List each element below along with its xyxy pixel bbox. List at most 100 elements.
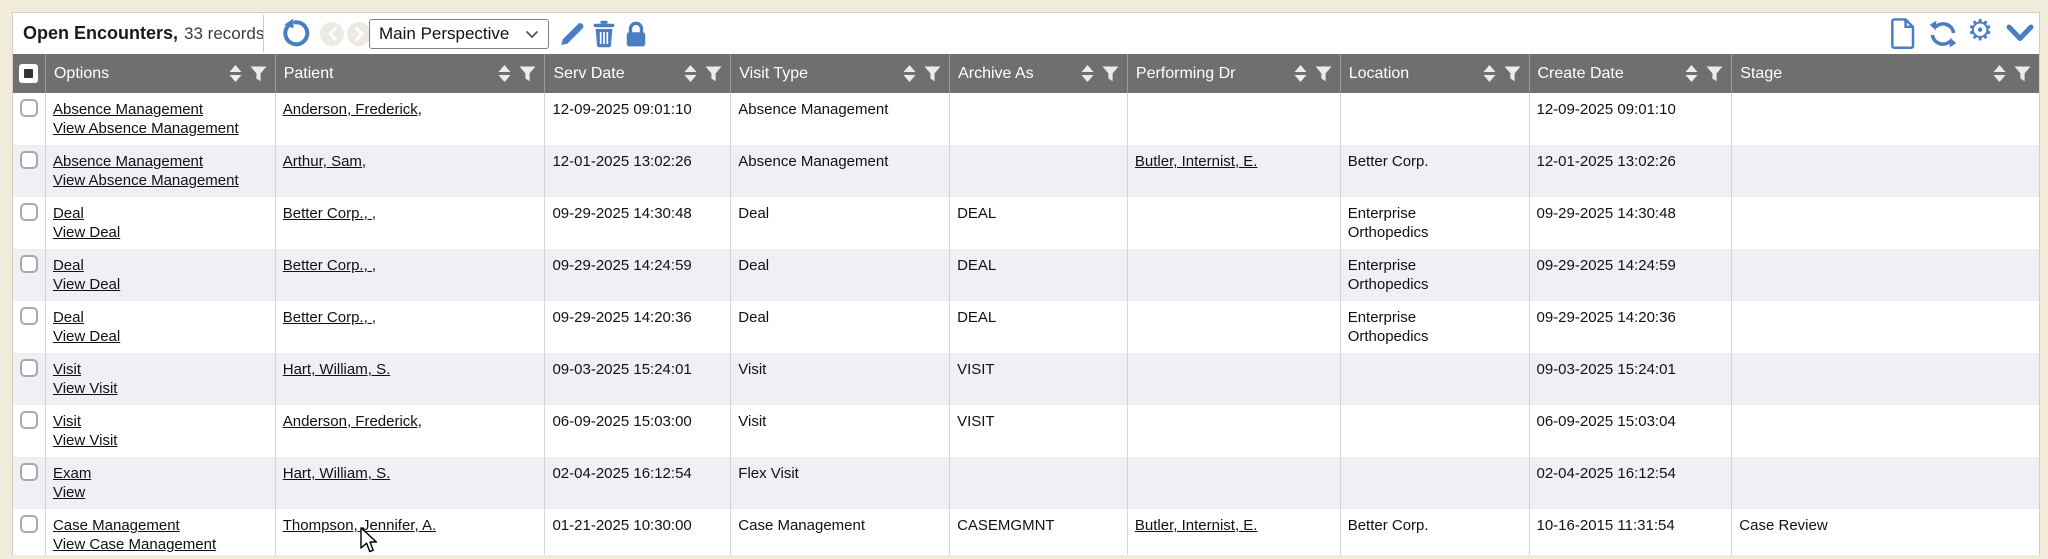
options-link[interactable]: View Deal: [52, 224, 121, 241]
options-link[interactable]: Exam: [52, 465, 92, 482]
performing-dr-link[interactable]: Butler, Internist, E.: [1134, 153, 1258, 170]
options-link[interactable]: View Visit: [52, 432, 118, 449]
patient-link[interactable]: Better Corp., ,: [282, 257, 377, 274]
chevron-down-icon[interactable]: [2005, 23, 2035, 45]
options-link[interactable]: Absence Management: [52, 101, 204, 118]
column-header-create-date[interactable]: Create Date: [1530, 54, 1733, 93]
performing-dr-cell: [1128, 353, 1341, 405]
visit-type-cell: Flex Visit: [731, 457, 951, 509]
filter-icon[interactable]: [924, 66, 941, 82]
undo-icon[interactable]: [279, 18, 311, 50]
stage-cell: Case Review: [1732, 509, 2039, 555]
select-all-checkbox[interactable]: [13, 54, 46, 93]
row-checkbox[interactable]: [19, 515, 38, 533]
row-checkbox[interactable]: [19, 359, 38, 377]
new-document-icon[interactable]: [1891, 18, 1916, 49]
stage-value: Case Review: [1739, 517, 1828, 534]
sort-icon[interactable]: [684, 65, 697, 82]
options-link[interactable]: Deal: [52, 257, 84, 274]
sort-icon[interactable]: [1294, 65, 1307, 82]
serv-date-cell: 12-01-2025 13:02:26: [545, 145, 732, 197]
options-link[interactable]: Case Management: [52, 517, 180, 534]
column-header-location[interactable]: Location: [1341, 54, 1530, 93]
row-checkbox[interactable]: [19, 99, 38, 117]
options-link[interactable]: View Visit: [52, 380, 118, 397]
filter-icon[interactable]: [1706, 66, 1723, 82]
column-header-performing-dr[interactable]: Performing Dr: [1128, 54, 1341, 93]
patient-link[interactable]: Arthur, Sam,: [282, 153, 367, 170]
sort-icon[interactable]: [1993, 65, 2006, 82]
edit-pencil-icon[interactable]: [559, 21, 585, 47]
location-value: Better Corp.: [1347, 517, 1429, 534]
column-header-archive-as[interactable]: Archive As: [950, 54, 1128, 93]
location-value: Enterprise Orthopedics: [1347, 205, 1429, 241]
patient-link[interactable]: Thompson, Jennifer, A.: [282, 517, 437, 534]
patient-link[interactable]: Hart, William, S.: [282, 465, 391, 482]
options-link[interactable]: Deal: [52, 205, 84, 222]
sort-icon[interactable]: [229, 65, 242, 82]
serv-date-value: 06-09-2025 15:03:00: [552, 413, 692, 430]
visit-type-value: Absence Management: [738, 101, 889, 118]
filter-icon[interactable]: [2014, 66, 2031, 82]
filter-icon[interactable]: [1315, 66, 1332, 82]
options-link[interactable]: Visit: [52, 361, 82, 378]
sort-icon[interactable]: [1483, 65, 1496, 82]
options-link[interactable]: View Absence Management: [52, 172, 239, 189]
options-link[interactable]: View Case Management: [52, 536, 217, 553]
column-header-visit-type[interactable]: Visit Type: [731, 54, 951, 93]
page-title-text: Open Encounters,: [23, 23, 179, 43]
filter-icon[interactable]: [1102, 66, 1119, 82]
patient-link[interactable]: Better Corp., ,: [282, 309, 377, 326]
options-link[interactable]: View Deal: [52, 276, 121, 293]
row-checkbox[interactable]: [19, 307, 38, 325]
patient-cell: Arthur, Sam,: [276, 145, 546, 197]
column-header-serv-date[interactable]: Serv Date: [545, 54, 732, 93]
archive-as-cell: [950, 145, 1128, 197]
sort-icon[interactable]: [498, 65, 511, 82]
patient-link[interactable]: Anderson, Frederick,: [282, 413, 422, 430]
location-cell: Better Corp.: [1341, 145, 1530, 197]
lock-icon[interactable]: [624, 20, 648, 48]
options-link[interactable]: Absence Management: [52, 153, 204, 170]
serv-date-cell: 01-21-2025 10:30:00: [545, 509, 732, 555]
options-link[interactable]: Deal: [52, 309, 84, 326]
options-link[interactable]: View Absence Management: [52, 120, 239, 137]
row-checkbox-cell: [13, 197, 46, 249]
page-title: Open Encounters, 33 records: [23, 13, 264, 54]
row-checkbox[interactable]: [19, 203, 38, 221]
patient-link[interactable]: Hart, William, S.: [282, 361, 391, 378]
options-link[interactable]: View: [52, 484, 86, 501]
next-icon[interactable]: [347, 22, 371, 46]
options-cell: Exam View: [46, 457, 276, 509]
refresh-icon[interactable]: [1929, 20, 1957, 48]
prev-icon[interactable]: [320, 22, 344, 46]
row-checkbox[interactable]: [19, 255, 38, 273]
filter-icon[interactable]: [705, 66, 722, 82]
row-checkbox[interactable]: [19, 411, 38, 429]
performing-dr-link[interactable]: Butler, Internist, E.: [1134, 517, 1258, 534]
patient-link[interactable]: Anderson, Frederick,: [282, 101, 422, 118]
column-header-stage[interactable]: Stage: [1732, 54, 2039, 93]
toolbar: Open Encounters, 33 records Main Perspect…: [13, 13, 2039, 54]
gear-icon[interactable]: ⚙: [1967, 15, 1993, 47]
archive-as-cell: VISIT: [950, 405, 1128, 457]
column-label: Serv Date: [553, 64, 625, 82]
sort-icon[interactable]: [1685, 65, 1698, 82]
column-header-patient[interactable]: Patient: [276, 54, 546, 93]
perspective-select[interactable]: Main Perspective: [369, 19, 549, 49]
patient-link[interactable]: Better Corp., ,: [282, 205, 377, 222]
options-link[interactable]: View Deal: [52, 328, 121, 345]
trash-icon[interactable]: [592, 20, 616, 48]
filter-icon[interactable]: [519, 66, 536, 82]
filter-icon[interactable]: [250, 66, 267, 82]
sort-icon[interactable]: [903, 65, 916, 82]
sort-icon[interactable]: [1081, 65, 1094, 82]
create-date-cell: 02-04-2025 16:12:54: [1530, 457, 1733, 509]
column-header-options[interactable]: Options: [46, 54, 276, 93]
row-checkbox[interactable]: [19, 151, 38, 169]
filter-icon[interactable]: [1504, 66, 1521, 82]
toolbar-divider: [263, 15, 264, 52]
visit-type-cell: Case Management: [731, 509, 951, 555]
options-link[interactable]: Visit: [52, 413, 82, 430]
row-checkbox[interactable]: [19, 463, 38, 481]
